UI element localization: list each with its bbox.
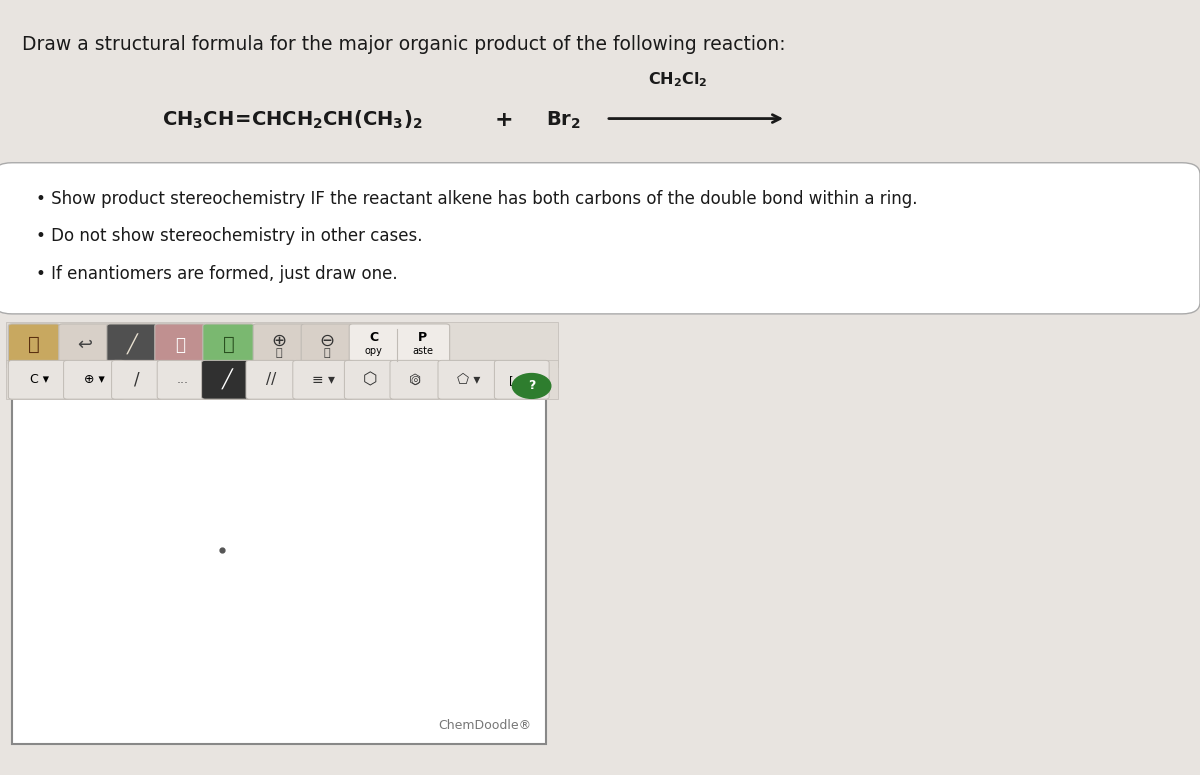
Text: ╱: ╱ — [221, 369, 233, 391]
Text: ⊕ ▾: ⊕ ▾ — [84, 374, 104, 386]
Text: P: P — [418, 331, 427, 343]
FancyBboxPatch shape — [155, 324, 206, 366]
Text: • Show product stereochemistry IF the reactant alkene has both carbons of the do: • Show product stereochemistry IF the re… — [36, 190, 918, 208]
FancyBboxPatch shape — [301, 324, 353, 366]
Text: ⬠ ▾: ⬠ ▾ — [457, 373, 480, 387]
Text: ⬡: ⬡ — [362, 370, 377, 389]
Text: $\mathdefault{CH_3CH}$$\mathdefault{{\!=\!}}$$\mathdefault{CHCH_2CH(CH_3)_2}$: $\mathdefault{CH_3CH}$$\mathdefault{{\!=… — [162, 109, 422, 131]
FancyBboxPatch shape — [293, 360, 354, 399]
FancyBboxPatch shape — [344, 360, 395, 399]
Text: ↩: ↩ — [77, 336, 92, 354]
FancyBboxPatch shape — [8, 360, 70, 399]
FancyBboxPatch shape — [349, 324, 450, 366]
Text: ...: ... — [176, 374, 188, 386]
Text: C: C — [370, 331, 378, 343]
Text: ⌣: ⌣ — [223, 336, 234, 354]
Text: ⊖: ⊖ — [319, 332, 335, 350]
Text: ⊕: ⊕ — [271, 332, 287, 350]
FancyBboxPatch shape — [0, 163, 1200, 314]
FancyBboxPatch shape — [438, 360, 499, 399]
Text: ?: ? — [528, 380, 535, 392]
FancyBboxPatch shape — [8, 324, 60, 366]
FancyBboxPatch shape — [64, 360, 125, 399]
Text: ChemDoodle®: ChemDoodle® — [438, 718, 532, 732]
Text: • If enantiomers are formed, just draw one.: • If enantiomers are formed, just draw o… — [36, 264, 397, 283]
FancyBboxPatch shape — [59, 324, 110, 366]
FancyBboxPatch shape — [202, 360, 252, 399]
Text: //: // — [266, 372, 276, 388]
Text: C ▾: C ▾ — [30, 374, 48, 386]
FancyBboxPatch shape — [494, 360, 550, 399]
Bar — [6, 322, 558, 367]
FancyBboxPatch shape — [253, 324, 305, 366]
Text: +: + — [494, 110, 514, 130]
Text: ✋: ✋ — [29, 336, 40, 354]
Text: [  ]±: [ ]± — [509, 375, 534, 384]
FancyBboxPatch shape — [107, 324, 158, 366]
Text: ◎: ◎ — [410, 375, 420, 384]
Text: ≡ ▾: ≡ ▾ — [312, 373, 335, 387]
FancyBboxPatch shape — [246, 360, 296, 399]
Text: $\mathdefault{CH_2Cl_2}$: $\mathdefault{CH_2Cl_2}$ — [648, 71, 708, 89]
FancyBboxPatch shape — [203, 324, 254, 366]
FancyBboxPatch shape — [390, 360, 440, 399]
FancyBboxPatch shape — [157, 360, 208, 399]
Text: aste: aste — [412, 346, 433, 356]
FancyBboxPatch shape — [112, 360, 162, 399]
Bar — [6, 360, 558, 399]
Text: ⌒: ⌒ — [175, 336, 186, 354]
Text: 🔍: 🔍 — [276, 348, 282, 357]
Text: $\mathdefault{Br_2}$: $\mathdefault{Br_2}$ — [546, 109, 581, 131]
Bar — [12, 388, 546, 744]
Text: • Do not show stereochemistry in other cases.: • Do not show stereochemistry in other c… — [36, 227, 422, 246]
Text: 🔍: 🔍 — [324, 348, 330, 357]
Text: ⬡: ⬡ — [409, 373, 421, 387]
Text: /: / — [134, 370, 139, 389]
Text: opy: opy — [365, 346, 383, 356]
Circle shape — [512, 374, 551, 398]
Text: Draw a structural formula for the major organic product of the following reactio: Draw a structural formula for the major … — [22, 35, 785, 54]
Text: ╱: ╱ — [127, 334, 138, 356]
